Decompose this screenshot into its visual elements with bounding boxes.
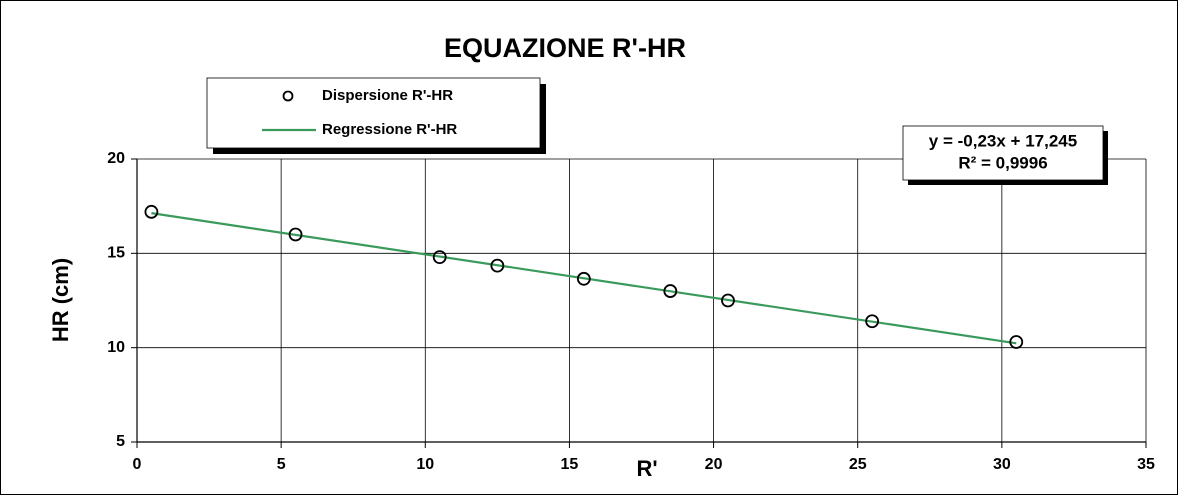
legend-marker [282, 90, 294, 102]
legend [206, 77, 541, 149]
legend-label: Dispersione R'-HR [322, 87, 453, 104]
data-point [288, 227, 303, 242]
y-tick-label: 5 [116, 433, 125, 450]
x-tick-label: 15 [561, 456, 579, 473]
x-axis-label: R' [636, 456, 657, 481]
y-tick-label: 10 [107, 339, 125, 356]
data-point [432, 250, 447, 265]
equation: y = -0,23x + 17,245 [929, 131, 1077, 150]
y-tick-label: 15 [107, 245, 125, 262]
data-point [663, 284, 678, 298]
x-tick-label: 30 [993, 456, 1011, 473]
data-point [721, 293, 735, 308]
data-point [144, 204, 159, 219]
chart-title: EQUAZIONE R'-HR [444, 33, 686, 63]
data-point [1009, 335, 1024, 349]
x-tick-label: 5 [277, 456, 286, 473]
x-tick-label: 20 [705, 456, 723, 473]
r-squared: R² = 0,9996 [958, 153, 1047, 172]
x-tick-label: 0 [133, 456, 142, 473]
x-tick-label: 10 [416, 456, 434, 473]
regression-line [151, 212, 1017, 345]
annotation-box [902, 125, 1104, 181]
data-point [576, 271, 591, 286]
data-point [490, 258, 505, 273]
x-tick-label: 35 [1137, 456, 1155, 473]
legend-label: Regressione R'-HR [322, 121, 457, 138]
x-tick-label: 25 [849, 456, 867, 473]
plot [144, 204, 1024, 349]
legend-items: Dispersione R'-HR Regressione R'-HR [262, 87, 457, 138]
data-point [865, 314, 880, 329]
y-tick-label: 20 [107, 150, 125, 167]
y-axis-label: HR (cm) [48, 258, 73, 342]
